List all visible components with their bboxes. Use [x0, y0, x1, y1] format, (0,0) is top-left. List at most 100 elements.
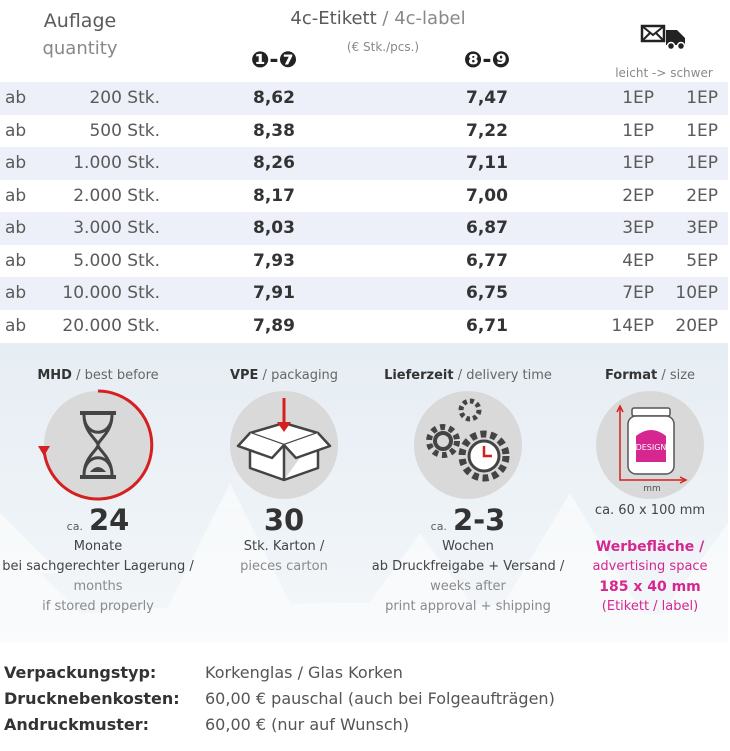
price-1-7: 7,93: [253, 250, 295, 271]
footer-label: Drucknebenkosten:: [4, 689, 180, 708]
info-line: 185 x 40 mm: [599, 579, 701, 595]
info-line: Stk. Karton /: [243, 539, 325, 554]
info-title-en: / best before: [71, 368, 159, 383]
price-8-9: 6,75: [466, 283, 508, 303]
quantity: 500 Stk.: [89, 120, 160, 141]
shipping-heavy: 3EP: [686, 218, 718, 238]
info-size: ca. 60 x 100 mm: [594, 503, 706, 518]
price-1-7: 8,17: [253, 185, 295, 206]
quantity: 5.000 Stk.: [73, 250, 160, 271]
shipping-heavy: 20EP: [675, 315, 718, 336]
shipping-heavy: 5EP: [686, 250, 718, 271]
quantity: 200 Stk.: [89, 88, 160, 108]
shipping-light: 1EP: [622, 120, 654, 141]
table-row: ab 1.000 Stk. 8,26 7,11 1EP 1EP: [0, 147, 728, 180]
price-8-9: 7,22: [466, 120, 508, 141]
price-8-9: 6,77: [466, 250, 508, 271]
shipping-light: 7EP: [622, 283, 654, 303]
info-value: 30: [264, 503, 304, 537]
table-row: ab 500 Stk. 8,38 7,22 1EP 1EP: [0, 115, 728, 148]
price-1-7: 8,03: [253, 218, 295, 238]
shipping-light: 1EP: [622, 153, 654, 173]
shipping-light: 2EP: [622, 185, 654, 206]
info-line: Wochen: [442, 539, 494, 554]
info-line: Monate: [73, 539, 123, 554]
price-1-7: 7,89: [253, 315, 295, 336]
footer-label: Verpackungstyp:: [4, 663, 157, 682]
info-title-en: / packaging: [258, 368, 339, 383]
info-line: if stored properly: [42, 599, 154, 614]
unit: (€ Stk./pcs.): [346, 40, 420, 54]
footer-value: 60,00 € (nur auf Wunsch): [205, 715, 410, 734]
quantity: 10.000 Stk.: [62, 283, 160, 303]
shipping-light: 14EP: [611, 315, 654, 336]
price-8-9: 6,71: [466, 315, 508, 336]
product-header: 4c-Etikett / 4c-label: [290, 8, 465, 29]
price-8-9: 7,47: [466, 88, 508, 108]
prefix: ab: [5, 88, 27, 108]
info-title-de: Format: [604, 368, 658, 383]
info-value: ca. 2-3: [431, 503, 506, 537]
table-row: ab 20.000 Stk. 7,89 6,71 14EP 20EP: [0, 310, 728, 343]
footer-value: 60,00 € pauschal (auch bei Folgeaufträge…: [205, 689, 555, 708]
icons: DESIGN mm: [38, 389, 704, 501]
quantity-header: Auflage: [43, 10, 117, 32]
info-number: 30: [263, 503, 305, 537]
shipping-light: 1EP: [622, 88, 654, 108]
product-de: 4c-Etikett: [290, 8, 377, 29]
quantity-header-en: quantity: [42, 38, 118, 59]
price-8-9: 7,00: [466, 185, 508, 206]
info-section: DESIGN mm MHD / best before ca. 24 Monate be…: [0, 343, 728, 643]
product-en: / 4c-label: [376, 8, 466, 29]
info-title: MHD / best before: [37, 368, 158, 383]
info-title: Format / size: [605, 368, 695, 383]
info-title-de: MHD: [37, 368, 72, 383]
prefix: ab: [5, 283, 27, 303]
icon-unit: mm: [643, 484, 661, 494]
icon-text: DESIGN: [636, 443, 667, 452]
footer-value: Korkenglas / Glas Korken: [205, 663, 403, 682]
info-line: (Etikett / label): [601, 599, 699, 614]
info-line: Werbefläche /: [595, 539, 705, 555]
info-line: pieces carton: [240, 559, 328, 574]
info-title-en: / delivery time: [453, 368, 552, 383]
price-8-9: 6,87: [466, 218, 508, 238]
footer-label: Andruckmuster:: [4, 715, 150, 734]
info-title-en: / size: [657, 368, 696, 383]
info-prefix: ca.: [66, 520, 83, 533]
prefix: ab: [5, 218, 27, 238]
shipping-heavy: 10EP: [675, 283, 718, 303]
background-trees: [0, 483, 728, 643]
info-value: ca. 24: [67, 503, 130, 537]
shipping-heavy: 2EP: [686, 185, 718, 206]
price-1-7: 8,26: [253, 153, 295, 173]
price-1-7: 8,38: [253, 120, 295, 141]
table-row: ab 3.000 Stk. 8,03 6,87 3EP 3EP: [0, 212, 728, 245]
table-row: ab 2.000 Stk. 8,17 7,00 2EP 2EP: [0, 180, 728, 213]
shipping-label: leicht -> schwer: [615, 66, 713, 80]
prefix: ab: [5, 185, 27, 206]
quantity: 2.000 Stk.: [73, 185, 160, 206]
info-line: months: [73, 579, 123, 594]
info-number: 24: [88, 503, 130, 537]
price-1-7: 8,62: [253, 88, 295, 108]
shipping-light: 4EP: [622, 250, 654, 271]
info-line: print approval + shipping: [385, 599, 551, 614]
quantity: 1.000 Stk.: [73, 153, 160, 173]
group-label: ❽-❾: [463, 48, 511, 73]
info-line: advertising space: [592, 559, 708, 574]
shipping-heavy: 1EP: [686, 88, 718, 108]
prefix: ab: [5, 250, 27, 271]
price-1-7: 7,91: [253, 283, 295, 303]
info-prefix: ca.: [430, 520, 447, 533]
table-row: ab 5.000 Stk. 7,93 6,77 4EP 5EP: [0, 245, 728, 278]
prefix: ab: [5, 120, 27, 141]
info-line: bei sachgerechter Lagerung /: [2, 559, 194, 574]
truck-icon: [640, 24, 686, 51]
info-line: weeks after: [430, 579, 506, 594]
price-8-9: 7,11: [466, 153, 508, 173]
shipping-heavy: 1EP: [686, 120, 718, 141]
shipping-heavy: 1EP: [686, 153, 718, 173]
group-label: ❶-❼: [250, 48, 298, 73]
